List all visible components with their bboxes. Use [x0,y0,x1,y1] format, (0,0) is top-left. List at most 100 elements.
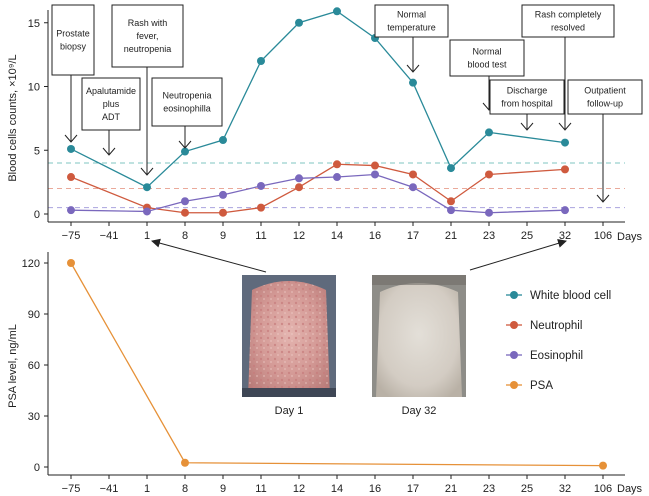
legend-label: PSA [530,380,553,392]
x-tick-label: 1 [144,483,150,495]
top-x-axis-title: Days [617,231,643,243]
x-tick-label: 106 [594,483,612,495]
annotation-text: biopsy [60,42,87,52]
y-tick-label: 60 [28,360,40,372]
x-tick-label: 14 [331,483,343,495]
data-point-psa [67,259,75,267]
x-tick-label: −41 [100,483,119,495]
legend-item-neutrophil: Neutrophil [506,320,582,332]
x-tick-label: 9 [220,483,226,495]
data-point-neutrophil [333,160,341,169]
legend-swatch-dot [510,351,518,359]
annotation-frame [374,4,449,38]
annotation-text: Normal [472,47,501,57]
data-point-eosinophil [257,181,265,190]
x-tick-label: 17 [407,483,419,495]
x-tick-label: 23 [483,230,495,242]
annotation-arrowhead [596,194,610,203]
data-point-wbc [219,136,227,145]
x-tick-label: 12 [293,230,305,242]
annotation-text: fever, [136,31,158,41]
x-tick-label: 25 [521,230,533,242]
data-point-wbc [257,57,265,65]
data-point-wbc [333,7,341,16]
data-point-eosinophil [485,208,493,217]
legend-swatch-dot [510,381,518,389]
annotation-text: plus [103,99,120,109]
data-point-wbc [561,138,569,147]
data-point-wbc [485,128,493,137]
data-point-eosinophil [447,206,455,215]
x-tick-label: −75 [62,483,81,495]
x-tick-label: 21 [445,230,457,242]
annotation-text: Rash completely [535,10,602,20]
annotation-box: Normal temperature [374,4,449,73]
annotation-arrowhead [140,167,154,176]
data-point-wbc [409,78,417,87]
healed-back-image [376,283,462,397]
rash-texture [248,281,330,397]
photo-day-1 [242,275,336,397]
bottom-x-axis-title: Days [617,483,643,495]
annotation-text: temperature [387,23,436,33]
annotation-text: eosinophilla [163,104,211,114]
x-tick-label: 21 [445,483,457,495]
legend-item-psa: PSA [506,380,553,392]
photo-day-32-top-band [372,275,466,285]
photo-day-32 [372,275,466,397]
x-tick-label: 12 [293,483,305,495]
data-point-neutrophil [295,183,303,192]
data-point-eosinophil [561,206,569,215]
x-tick-label: 16 [369,483,381,495]
data-point-eosinophil [295,174,303,183]
annotation-box: Normal blood test [449,39,525,111]
y-tick-label: 0 [34,462,40,474]
data-point-eosinophil [67,206,75,215]
annotation-box: Rash with fever, neutropenia [111,4,184,176]
x-tick-label: 8 [182,483,188,495]
x-tick-label: 17 [407,230,419,242]
y-tick-label: 15 [28,18,40,30]
ticks-layer: 0 5 10 15 −75 −41 1 8 9 11 12 14 16 17 21 23 25 32 106 0 30 6… [22,18,613,495]
data-point-psa [599,461,607,470]
series-line-neutrophil [70,163,566,214]
annotation-frame [81,77,141,131]
annotation-text: resolved [551,23,585,33]
data-point-wbc [67,144,75,153]
legend-label: White blood cell [530,290,611,302]
annotation-text: Outpatient [584,86,626,96]
series-line-eosinophil [70,173,566,214]
annotation-frame [151,77,223,127]
annotation-text: Discharge [507,86,548,96]
x-tick-label: 25 [521,483,533,495]
photo-day-32-caption: Day 32 [402,405,437,417]
annotation-text: blood test [467,60,507,70]
x-tick-label: 106 [594,230,612,242]
data-point-neutrophil [447,197,455,206]
legend-item-wbc: White blood cell [506,290,611,302]
x-tick-label: 16 [369,230,381,242]
bottom-y-axis-title: PSA level, ng/mL [7,324,19,408]
y-tick-label: 5 [34,145,40,157]
data-point-eosinophil [409,183,417,192]
annotation-arrowhead [102,147,116,156]
annotation-arrowhead [406,64,420,73]
legend-swatch-dot [510,321,518,329]
x-tick-label: 23 [483,483,495,495]
annotation-frame [449,39,525,77]
annotation-frame [521,4,615,38]
arrow-to-day-1 [151,238,267,273]
x-tick-label: 1 [144,230,150,242]
annotation-arrowhead [520,122,534,131]
annotation-text: Neutropenia [162,91,211,101]
data-point-neutrophil [181,208,189,217]
annotation-box: Prostate biopsy [51,4,95,143]
annotation-frame [51,4,95,76]
x-tick-label: 11 [255,483,266,495]
annotation-box: Apalutamide plus ADT [81,77,141,156]
photo-day-1-caption: Day 1 [275,405,304,417]
annotation-text: Normal [397,10,426,20]
annotation-frame [489,79,565,115]
